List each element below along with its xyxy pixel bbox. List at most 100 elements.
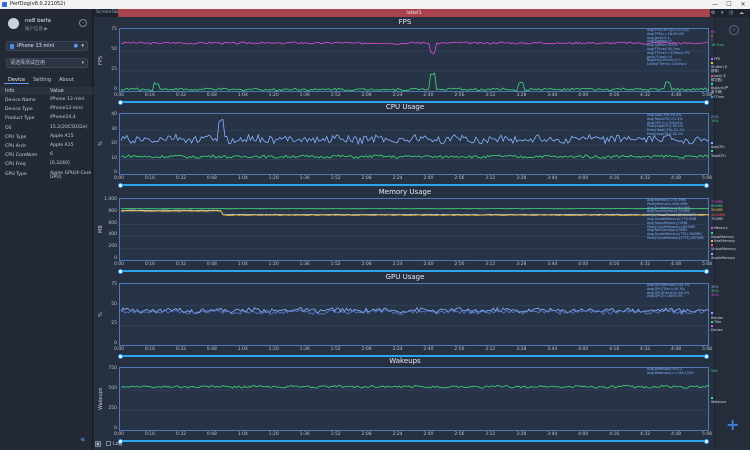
- legend-item[interactable]: Memory: [711, 226, 736, 230]
- stat-line: Avg(NetSize(App)):0MB: [647, 228, 687, 233]
- legend-item[interactable]: Stutter(卡顿率): [711, 61, 728, 74]
- minimize-button[interactable]: —: [712, 1, 718, 8]
- chart-plot-area[interactable]: [119, 113, 710, 175]
- legend-swatch: [711, 150, 713, 153]
- legend-item[interactable]: XcodeMemory: [711, 252, 736, 260]
- y-tick-label: 0: [114, 426, 117, 431]
- expand-right-panel-button[interactable]: ›: [729, 25, 739, 35]
- toolbar-icons[interactable]: ⚙ ▾ ◷ ☁: [710, 10, 746, 16]
- slider-end-handle[interactable]: [704, 182, 709, 188]
- slider-start-handle[interactable]: [118, 99, 123, 105]
- x-tick-label: 5:08: [701, 432, 713, 437]
- legend-item[interactable]: Device: [711, 324, 723, 332]
- y-tick-label: 10: [111, 155, 117, 161]
- current-value: 0: [711, 38, 714, 43]
- screen-tab[interactable]: ScreenTab: [96, 10, 120, 15]
- current-values: 771MB 800MB 900MB 4020MB 750MB: [711, 200, 725, 221]
- stat-line: Avg(BigJank):0: [647, 39, 672, 44]
- y-tick-label: 500: [108, 386, 117, 391]
- slider-start-handle[interactable]: [118, 438, 123, 444]
- sidebar: ne8 beifa 账户信息 ▶ ‹ iPhone 13 mini ● ▾ 请选…: [0, 9, 93, 450]
- legend: FPS Stutter(卡顿率) Jank(卡顿次数) BigJank(严重卡顿) FT…: [711, 57, 728, 99]
- x-tick-label: 2:56: [454, 347, 465, 352]
- info-value: 6: [50, 152, 53, 158]
- legend-item[interactable]: RealMemory: [711, 239, 736, 243]
- tab-device[interactable]: Device: [4, 76, 30, 84]
- add-label-button[interactable]: +: [726, 415, 740, 434]
- time-range-slider[interactable]: [119, 184, 709, 186]
- legend-label: BigJank(严重卡顿): [711, 86, 729, 95]
- legend-item[interactable]: Wakeups: [711, 396, 726, 404]
- x-tick-label: 3:12: [485, 262, 496, 267]
- info-key: Product Type: [5, 116, 35, 122]
- device-select[interactable]: iPhone 13 mini ● ▾: [6, 41, 88, 51]
- chart-plot-area[interactable]: [119, 283, 710, 346]
- app-select-placeholder: 请选择测试应用: [10, 60, 46, 66]
- x-tick-label: 1:04: [237, 176, 248, 181]
- log-checkbox[interactable]: [106, 441, 111, 446]
- info-row: CPU Freq [0,3240]: [0, 160, 93, 169]
- tab-setting[interactable]: Setting: [33, 77, 52, 83]
- x-tick-label: 2:08: [361, 347, 372, 352]
- slider-start-handle[interactable]: [118, 182, 123, 188]
- time-range-slider[interactable]: [119, 440, 709, 442]
- label1-tab[interactable]: label1: [118, 9, 710, 17]
- stat-line: Avg(XcodeMemory):770.9MB: [647, 216, 697, 221]
- slider-end-handle[interactable]: [704, 438, 709, 444]
- x-tick-label: 1:36: [299, 262, 310, 267]
- x-tick-label: 4:32: [640, 176, 651, 181]
- time-range-slider[interactable]: [119, 270, 709, 272]
- legend-item[interactable]: Tiler: [711, 320, 723, 324]
- legend-item[interactable]: SwapMemory: [711, 231, 736, 239]
- avatar[interactable]: [8, 18, 19, 29]
- app-select[interactable]: 请选择测试应用 ▾: [6, 58, 88, 68]
- current-value: 41%: [711, 293, 719, 298]
- panel-title: GPU Usage: [385, 273, 425, 281]
- chevron-icon[interactable]: ‹: [79, 19, 87, 27]
- slider-end-handle[interactable]: [704, 99, 709, 105]
- current-value: 22%: [711, 115, 719, 119]
- legend-item[interactable]: AppCPU: [711, 141, 726, 149]
- legend-item[interactable]: VirtualMemory: [711, 243, 736, 251]
- current-value: 10%: [711, 119, 719, 124]
- legend-item[interactable]: FTime: [711, 95, 728, 99]
- screenshot-icon[interactable]: ▣: [95, 441, 101, 447]
- panel-fps: FPS FPS 75 50 25 0 Avg(FPS):59.5[0,0,0,0,0] Avg…: [96, 18, 728, 110]
- close-button[interactable]: ✕: [740, 1, 746, 8]
- chart-plot-area[interactable]: [119, 367, 710, 431]
- legend-item[interactable]: Jank(卡顿次数): [711, 74, 728, 82]
- x-tick-label: 1:20: [268, 176, 279, 181]
- current-values: 39% 39% 41%: [711, 285, 719, 298]
- x-tick-label: 4:16: [609, 176, 620, 181]
- x-tick-label: 3:12: [485, 93, 496, 98]
- maximize-button[interactable]: ☐: [726, 1, 732, 8]
- info-key: Device Name: [5, 98, 36, 103]
- x-tick-label: 2:08: [361, 262, 372, 267]
- account-info-link[interactable]: 账户信息 ▶: [25, 27, 48, 32]
- panel-title: CPU Usage: [385, 103, 425, 111]
- x-tick-label: 4:16: [609, 262, 620, 267]
- legend-item[interactable]: BigJank(严重卡顿): [711, 82, 728, 95]
- y-tick-label: 0: [114, 87, 117, 92]
- time-range-slider[interactable]: [119, 101, 709, 103]
- slider-end-handle[interactable]: [704, 353, 709, 359]
- x-tick-label: 3:44: [547, 262, 558, 267]
- tab-about[interactable]: About: [59, 77, 74, 83]
- info-value: iPhone14,4: [50, 115, 76, 121]
- x-tick-label: 5:08: [701, 262, 713, 267]
- slider-start-handle[interactable]: [118, 268, 123, 274]
- legend-item[interactable]: FPS: [711, 57, 728, 61]
- chart-plot-area[interactable]: [119, 28, 710, 92]
- info-col-header: Info: [5, 88, 15, 94]
- collapse-sidebar-icon[interactable]: «: [80, 435, 86, 445]
- x-tick-label: 1:36: [299, 347, 310, 352]
- x-tick-label: 0:00: [113, 93, 125, 98]
- legend-swatch: [711, 141, 713, 144]
- legend-item[interactable]: Render: [711, 311, 723, 320]
- slider-start-handle[interactable]: [118, 353, 123, 359]
- slider-end-handle[interactable]: [704, 268, 709, 274]
- chart-plot-area[interactable]: [119, 198, 710, 261]
- legend-item[interactable]: TotalCPU: [711, 149, 726, 158]
- y-axis-label: %: [98, 312, 104, 317]
- time-range-slider[interactable]: [119, 355, 709, 357]
